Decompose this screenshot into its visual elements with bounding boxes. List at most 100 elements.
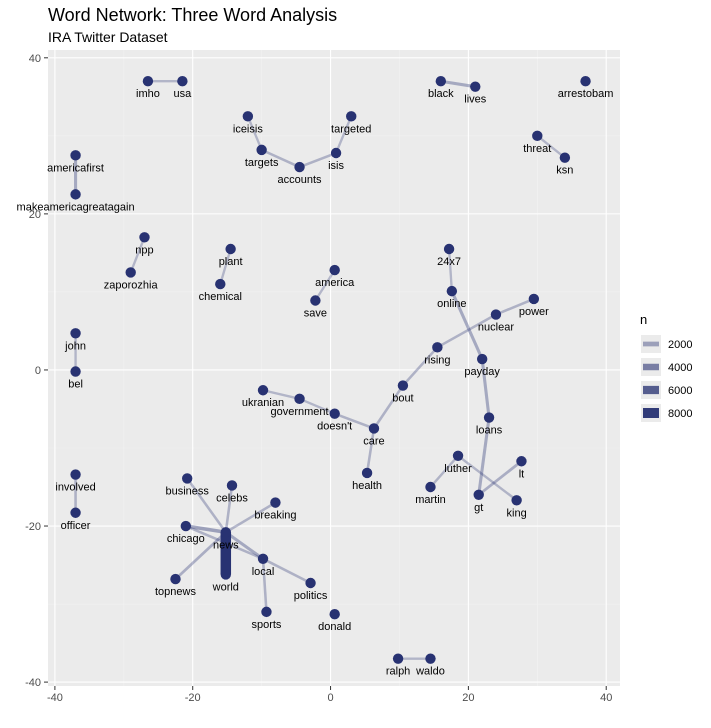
node-label-black: black [428, 88, 454, 100]
node-label-online: online [437, 298, 466, 310]
node-king [511, 495, 522, 506]
node-chemical [215, 278, 226, 290]
node-label-chicago: chicago [167, 533, 205, 545]
node-label-gt: gt [474, 502, 483, 514]
axes-layer: -40 -20 0 20 40 -40 -20 0 20 40 [25, 53, 612, 704]
node-label-luther: luther [444, 463, 472, 475]
node-label-lives: lives [464, 94, 487, 106]
y-tick-label: 40 [29, 53, 41, 65]
node-label-officer: officer [61, 520, 91, 532]
node-npp [139, 232, 150, 243]
legend-label: 2000 [668, 339, 692, 351]
node-label-arrestobam: arrestobam [558, 88, 614, 100]
node-label-celebs: celebs [216, 492, 248, 504]
x-tick-label: -40 [47, 692, 63, 704]
edge-luther-martin [429, 454, 459, 488]
node-label-local: local [252, 566, 275, 578]
node-label-plant: plant [219, 256, 243, 268]
node-breaking [270, 497, 281, 508]
edge-threat-ksn [536, 134, 566, 159]
node-label-24x7: 24x7 [437, 256, 461, 268]
edge-luther-king [457, 454, 518, 502]
node-label-donald: donald [318, 621, 351, 633]
node-local [257, 553, 269, 564]
node-label-iceisis: iceisis [233, 123, 263, 135]
node-officer [70, 507, 81, 518]
y-tick-label: 0 [35, 365, 41, 377]
node-business [182, 473, 193, 484]
node-ukranian [257, 385, 269, 396]
y-tick-label: 20 [29, 209, 41, 221]
labels-layer: imho usa black lives arrestobam iceisis target… [17, 88, 614, 677]
x-tick-label: 0 [327, 692, 333, 704]
legend: n 2000 4000 6000 8000 [640, 312, 692, 422]
edge-plant-chemical [219, 248, 232, 285]
node-care [368, 423, 380, 434]
node-label-bout: bout [392, 393, 413, 405]
legend-label: 8000 [668, 408, 692, 420]
edge-nuclear-rising [436, 313, 497, 349]
node-plant [225, 243, 236, 255]
node-label-americafirst: americafirst [47, 162, 104, 174]
node-doesn't [329, 408, 340, 419]
edge-targets-accounts [261, 148, 301, 169]
edge-payday-loans [480, 358, 491, 418]
node-label-america: america [315, 277, 355, 289]
node-label-martin: martin [415, 494, 446, 506]
edge-nuclear-power [495, 297, 535, 316]
x-tick-label: 20 [462, 692, 474, 704]
node-waldo [425, 653, 436, 664]
node-label-zaporozhia: zaporozhia [104, 279, 159, 291]
node-imho [142, 76, 154, 87]
node-label-npp: npp [135, 244, 153, 256]
node-label-ukranian: ukranian [242, 397, 284, 409]
node-label-nuclear: nuclear [478, 322, 514, 334]
edge-bout-care [372, 384, 404, 430]
node-targets [256, 144, 267, 156]
edge-celebs-news [224, 485, 234, 533]
node-online [446, 285, 458, 297]
node-sports [261, 606, 272, 618]
node-label-health: health [352, 480, 382, 492]
chart-title: Word Network: Three Word Analysis [48, 5, 338, 25]
node-label-targets: targets [245, 157, 279, 169]
node-label-rising: rising [424, 354, 450, 366]
node-bel [70, 366, 81, 377]
edge-local-sports [261, 558, 268, 612]
node-label-world: world [212, 581, 239, 593]
minor-gridlines [48, 50, 620, 686]
legend-key-bg [641, 335, 661, 353]
node-iceisis [242, 111, 254, 122]
node-rising [432, 342, 443, 353]
edge-loans-gt [477, 417, 491, 496]
node-celebs [226, 480, 238, 491]
edge-chicago-news [185, 524, 227, 535]
major-gridlines [48, 50, 620, 686]
node-label-news: news [213, 539, 239, 551]
node-24x7 [443, 243, 455, 255]
node-politics [305, 577, 316, 589]
edge-iceisis-targets [246, 115, 263, 151]
node-bout [397, 380, 409, 391]
node-label-save: save [304, 307, 327, 319]
node-label-business: business [165, 485, 209, 497]
node-label-loans: loans [476, 425, 503, 437]
node-topnews [170, 573, 181, 585]
node-targeted [346, 111, 357, 122]
node-gt [473, 489, 484, 501]
node-americafirst [70, 150, 81, 161]
node-label-topnews: topnews [155, 586, 196, 598]
node-label-threat: threat [523, 143, 551, 155]
edge-accounts-isis [299, 151, 337, 169]
node-label-targeted: targeted [331, 123, 371, 135]
edge-government-doesn't [299, 397, 336, 415]
node-label-bel: bel [68, 379, 83, 391]
node-payday [476, 353, 488, 365]
node-accounts [294, 161, 305, 173]
node-donald [329, 609, 340, 620]
edge-news-local [224, 531, 264, 561]
node-label-power: power [519, 306, 549, 318]
chart-subtitle: IRA Twitter Dataset [48, 29, 168, 45]
node-zaporozhia [125, 267, 136, 278]
